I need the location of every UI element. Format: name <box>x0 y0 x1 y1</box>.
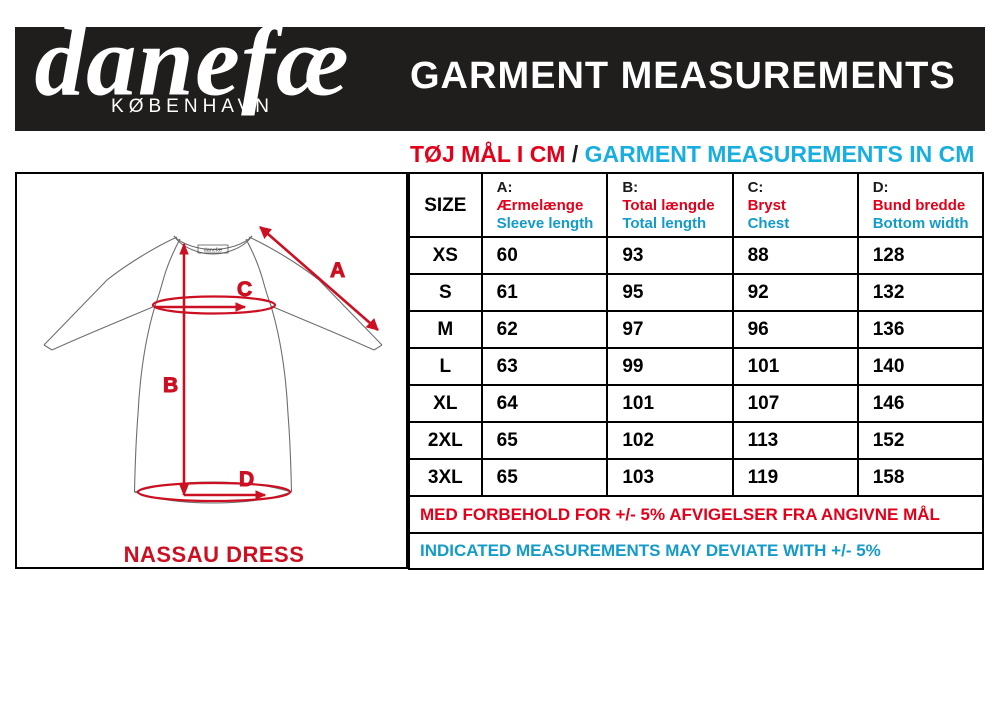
svg-text:A: A <box>330 259 345 282</box>
svg-text:D: D <box>239 468 254 491</box>
svg-text:C: C <box>237 278 252 301</box>
svg-text:danefæ: danefæ <box>204 248 223 254</box>
svg-text:B: B <box>163 374 178 397</box>
svg-text:NASSAU DRESS: NASSAU DRESS <box>124 542 305 567</box>
